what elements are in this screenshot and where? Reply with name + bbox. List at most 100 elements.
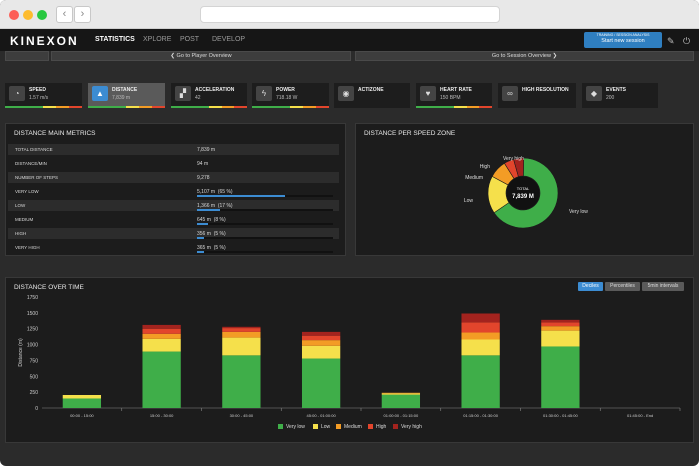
bar-segment-very-low[interactable] [301, 358, 341, 408]
metric-progress-track [197, 251, 333, 253]
bar-segment-medium[interactable] [541, 326, 580, 331]
bar-segment-very-low[interactable] [381, 394, 421, 408]
bar-segment-very-high[interactable] [461, 313, 500, 323]
donut-label: Low [464, 198, 474, 204]
legend-item-low[interactable]: Low [313, 424, 330, 430]
power-icon[interactable]: ⏻ [683, 36, 691, 46]
tile-actizone[interactable]: ◉ ACTIZONE [334, 83, 410, 108]
minimize-window-icon[interactable] [23, 10, 33, 20]
back-arrow-icon[interactable]: ‹ [56, 6, 73, 23]
donut-slice-very-low[interactable] [493, 157, 559, 229]
tile-zone-bar [171, 106, 248, 108]
metric-value: 356 m (5 %) [197, 231, 226, 237]
legend-label: Very low [286, 424, 305, 430]
tile-distance[interactable]: ▲ DISTANCE 7,839 m [88, 83, 165, 108]
forward-arrow-icon[interactable]: › [74, 6, 91, 23]
metric-value: 9,278 [197, 175, 210, 181]
bar-segment-medium[interactable] [381, 392, 421, 394]
x-tick-label: 01:30:00 - 01:45:00 [543, 413, 578, 418]
menu-statistics[interactable]: STATISTICS [95, 36, 135, 43]
donut-label: Medium [465, 175, 483, 181]
y-axis-label: Distance (m) [18, 338, 24, 367]
bar-segment-high[interactable] [541, 322, 580, 327]
menu-develop[interactable]: DEVELOP [212, 36, 246, 43]
legend-label: Low [321, 424, 331, 430]
bar-segment-very-low[interactable] [461, 355, 500, 408]
metric-progress-track [197, 237, 333, 239]
bar-segment-very-high[interactable] [222, 326, 261, 329]
table-row: LOW 1,366 m (17 %) [8, 200, 339, 211]
bar-segment-medium[interactable] [461, 332, 500, 340]
session-button-label: Start new session [601, 38, 645, 44]
bar-segment-low[interactable] [461, 339, 500, 356]
tile-speed[interactable]: ◔ SPEED 1.57 m/s [5, 83, 82, 108]
y-tick-label: 1750 [27, 295, 38, 301]
bar-segment-medium[interactable] [142, 333, 181, 339]
legend-item-medium[interactable]: Medium [336, 424, 362, 430]
player-overview-button[interactable]: ❮ Go to Player Overview [51, 51, 351, 61]
maximize-window-icon[interactable] [37, 10, 47, 20]
legend-swatch [368, 424, 373, 429]
donut-label: Very high [503, 156, 524, 162]
address-bar[interactable] [200, 6, 500, 23]
y-tick-label: 1500 [27, 311, 38, 317]
app-header: KINEXON STATISTICS XPLORE POST DEVELOP [0, 29, 699, 51]
metric-progress-track [197, 195, 333, 197]
close-window-icon[interactable] [9, 10, 19, 20]
session-button-subtitle: TRAINING / SESSION ANALYSIS [596, 33, 650, 37]
table-row: VERY LOW 5,107 m (65 %) [8, 186, 339, 197]
tile-zone-bar [5, 106, 82, 108]
bar-segment-high[interactable] [301, 335, 341, 341]
donut-slice-very-high[interactable] [513, 157, 525, 177]
bar-segment-very-high[interactable] [142, 324, 181, 329]
tile-acceleration[interactable]: ▞ ACCELERATION 42 [171, 83, 248, 108]
percentiles-button[interactable]: Percentiles [605, 282, 640, 291]
bar-segment-low[interactable] [541, 330, 580, 347]
legend-label: High [376, 424, 387, 430]
session-overview-button[interactable]: Go to Session Overview ❯ [355, 51, 694, 61]
wrench-icon[interactable]: ✎ [667, 36, 675, 46]
metric-value: 94 m [197, 161, 209, 167]
legend-label: Very high [401, 424, 422, 430]
y-tick-label: 500 [30, 374, 39, 380]
metric-label: MEDIUM [15, 217, 34, 222]
bar-segment-high[interactable] [142, 328, 181, 334]
bar-segment-very-high[interactable] [541, 319, 580, 323]
bar-segment-very-low[interactable] [142, 351, 181, 408]
5min-intervals-button[interactable]: 5min intervals [642, 282, 684, 291]
tile-power[interactable]: ϟ POWER 718.18 W [252, 83, 329, 108]
bar-segment-high[interactable] [461, 322, 500, 333]
bar-segment-low[interactable] [142, 338, 181, 352]
metric-value: 5,107 m (65 %) [197, 189, 233, 195]
bar-segment-medium[interactable] [222, 331, 261, 338]
start-new-session-button[interactable]: TRAINING / SESSION ANALYSIS Start new se… [584, 32, 662, 48]
deciles-button[interactable]: Deciles [578, 282, 603, 291]
legend-swatch [313, 424, 318, 429]
metric-label: LOW [15, 203, 26, 208]
menu-xplore[interactable]: XPLORE [143, 36, 172, 43]
bar-segment-low[interactable] [222, 337, 261, 356]
bar-segment-medium[interactable] [301, 340, 341, 346]
menu-post[interactable]: POST [180, 36, 200, 43]
metric-progress-fill [197, 223, 208, 225]
metric-label: NUMBER OF STEPS [15, 175, 59, 180]
bar-segment-very-low[interactable] [62, 398, 102, 408]
metric-progress-fill [197, 209, 221, 211]
tile-high-resolution[interactable]: ∞ HIGH RESOLUTION [498, 83, 576, 108]
legend-swatch [278, 424, 283, 429]
legend-item-high[interactable]: High [368, 424, 386, 430]
tile-events[interactable]: ◆ EVENTS 200 [582, 83, 658, 108]
bar-segment-high[interactable] [222, 328, 261, 332]
bar-segment-low[interactable] [381, 393, 421, 395]
legend-item-very-low[interactable]: Very low [278, 424, 305, 430]
legend-item-very-high[interactable]: Very high [393, 424, 422, 430]
tile-heart-rate[interactable]: ♥ HEART RATE 150 BPM [416, 83, 493, 108]
bar-segment-very-high[interactable] [301, 331, 341, 336]
bar-segment-low[interactable] [62, 394, 102, 399]
target-icon: ◉ [338, 86, 354, 101]
bar-segment-very-low[interactable] [541, 346, 580, 408]
metric-value: 365 m (5 %) [197, 245, 226, 251]
bar-segment-very-low[interactable] [222, 355, 261, 408]
back-tab[interactable] [5, 51, 49, 61]
bar-segment-low[interactable] [301, 345, 341, 359]
